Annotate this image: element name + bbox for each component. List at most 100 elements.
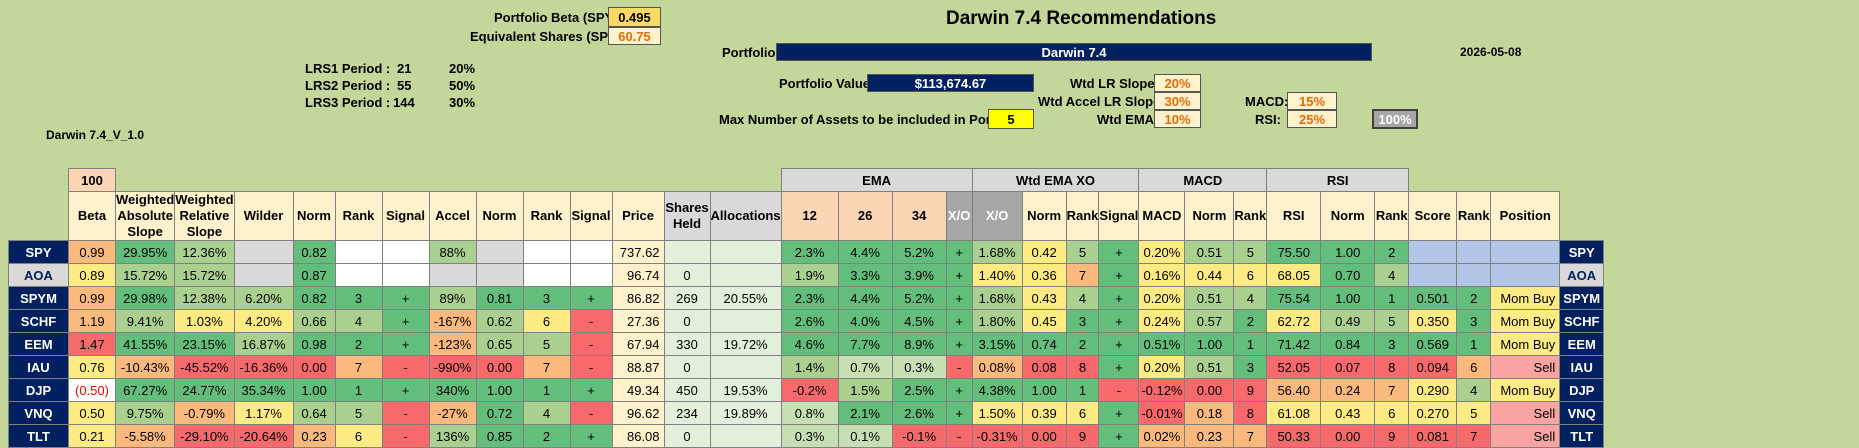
- ticker-cell-right[interactable]: SPYM: [1559, 286, 1605, 310]
- wtd-accel-value[interactable]: 30%: [1154, 92, 1201, 110]
- column-header[interactable]: Weighted Relative Slope: [174, 191, 235, 241]
- column-header[interactable]: Norm: [1184, 191, 1235, 241]
- ticker-cell[interactable]: SPYM: [8, 286, 69, 310]
- table-cell: 0.51: [1184, 286, 1235, 310]
- table-cell: 96.74: [611, 263, 665, 287]
- ticker-cell-right[interactable]: SCHF: [1559, 309, 1605, 333]
- table-cell: [569, 240, 613, 264]
- table-cell: 8: [1065, 355, 1100, 379]
- table-cell: 3: [1374, 332, 1410, 356]
- column-header[interactable]: 34: [891, 191, 947, 241]
- table-cell: 0.24: [1320, 378, 1376, 402]
- ticker-cell-right[interactable]: EEM: [1559, 332, 1605, 356]
- table-cell: 0.66: [292, 309, 336, 333]
- column-header[interactable]: Signal: [381, 191, 430, 241]
- column-header[interactable]: Price: [611, 191, 665, 241]
- ticker-cell[interactable]: TLT: [8, 424, 69, 448]
- wtd-ema-value[interactable]: 10%: [1154, 110, 1201, 128]
- column-header[interactable]: Beta: [68, 191, 116, 241]
- table-cell: 35.34%: [233, 378, 294, 402]
- ticker-cell[interactable]: DJP: [8, 378, 69, 402]
- equiv-shares-value[interactable]: 60.75: [608, 27, 661, 45]
- header-spacer: [1491, 169, 1560, 192]
- ticker-cell-right[interactable]: VNQ: [1559, 401, 1605, 425]
- ticker-cell-right[interactable]: IAU: [1559, 355, 1605, 379]
- table-cell: 234: [663, 401, 711, 425]
- table-cell: [428, 263, 477, 287]
- lrs2-label: LRS2 Period :: [305, 78, 391, 93]
- table-cell: 1.00: [1021, 378, 1067, 402]
- position-cell: [1490, 263, 1561, 287]
- ticker-cell[interactable]: IAU: [8, 355, 69, 379]
- column-header[interactable]: Signal: [1098, 191, 1140, 241]
- ticker-cell-right[interactable]: SPY: [1559, 240, 1605, 264]
- macd-weight-value[interactable]: 15%: [1287, 92, 1337, 110]
- table-cell: 0.49: [1320, 309, 1376, 333]
- portfolio-beta-value[interactable]: 0.495: [608, 7, 661, 27]
- table-cell: +: [1098, 240, 1140, 264]
- column-header[interactable]: 12: [780, 191, 839, 241]
- column-header[interactable]: X/O: [971, 191, 1023, 241]
- table-cell: 2: [334, 332, 383, 356]
- table-cell: 0.1%: [837, 424, 893, 448]
- table-cell: 49.34: [611, 378, 665, 402]
- column-header[interactable]: Allocations: [709, 191, 782, 241]
- table-cell: 0.00: [292, 355, 336, 379]
- column-header[interactable]: Norm: [292, 191, 336, 241]
- column-header[interactable]: Score: [1408, 191, 1458, 241]
- portfolio-name[interactable]: Darwin 7.4: [776, 43, 1372, 61]
- ticker-cell-right[interactable]: AOA: [1559, 263, 1605, 287]
- column-header[interactable]: Rank: [1233, 191, 1268, 241]
- table-cell: 0.00: [1021, 424, 1067, 448]
- ticker-cell[interactable]: AOA: [8, 263, 69, 287]
- table-cell: -0.01%: [1138, 401, 1186, 425]
- table-cell: 9: [1065, 424, 1100, 448]
- table-cell: 0.3%: [891, 355, 947, 379]
- column-header[interactable]: Rank: [1065, 191, 1100, 241]
- column-header[interactable]: Rank: [1374, 191, 1410, 241]
- table-cell: +: [1098, 286, 1140, 310]
- table-cell: -10.43%: [114, 355, 176, 379]
- ticker-cell-right[interactable]: DJP: [1559, 378, 1605, 402]
- column-header[interactable]: Norm: [1320, 191, 1376, 241]
- column-header[interactable]: Rank: [1456, 191, 1492, 241]
- column-header[interactable]: Signal: [569, 191, 613, 241]
- table-cell: -: [945, 355, 973, 379]
- column-header[interactable]: 26: [837, 191, 893, 241]
- column-header[interactable]: Norm: [1021, 191, 1067, 241]
- table-cell: 4: [1065, 286, 1100, 310]
- ticker-cell[interactable]: SCHF: [8, 309, 69, 333]
- column-header[interactable]: Rank: [522, 191, 571, 241]
- table-cell: 0: [663, 309, 711, 333]
- table-cell: 7: [1233, 424, 1268, 448]
- column-header[interactable]: RSI: [1266, 191, 1322, 241]
- table-cell: [709, 240, 782, 264]
- recommendations-table: 100 EMA Wtd EMA XO MACD RSI Beta Weighted Abso…: [8, 168, 1605, 448]
- column-header[interactable]: Shares Held: [663, 191, 711, 241]
- header-spacer: [116, 169, 175, 192]
- column-header[interactable]: Norm: [475, 191, 524, 241]
- max-assets-value[interactable]: 5: [988, 109, 1034, 129]
- table-cell: -0.79%: [174, 401, 235, 425]
- table-cell: +: [1098, 424, 1140, 448]
- table-cell: 0.51%: [1138, 332, 1186, 356]
- ticker-cell[interactable]: VNQ: [8, 401, 69, 425]
- column-header[interactable]: MACD: [1138, 191, 1186, 241]
- table-cell: 9: [1233, 378, 1268, 402]
- portfolio-value[interactable]: $113,674.67: [867, 74, 1034, 92]
- column-header[interactable]: Rank: [334, 191, 383, 241]
- column-header[interactable]: Wilder: [233, 191, 294, 241]
- rsi-weight-value[interactable]: 25%: [1287, 110, 1337, 128]
- ticker-cell-right[interactable]: TLT: [1559, 424, 1605, 448]
- table-cell: [233, 263, 294, 287]
- table-cell: 0.23: [1184, 424, 1235, 448]
- ticker-cell[interactable]: SPY: [8, 240, 69, 264]
- wtd-lr-slope-value[interactable]: 20%: [1154, 74, 1201, 92]
- column-header[interactable]: Weighted Absolute Slope: [114, 191, 176, 241]
- column-header[interactable]: Position: [1490, 191, 1561, 241]
- column-header[interactable]: X/O: [945, 191, 973, 241]
- ticker-cell[interactable]: EEM: [8, 332, 69, 356]
- table-cell: 0.569: [1408, 332, 1458, 356]
- column-header[interactable]: Accel: [428, 191, 477, 241]
- beta-top-header: 100: [68, 168, 116, 192]
